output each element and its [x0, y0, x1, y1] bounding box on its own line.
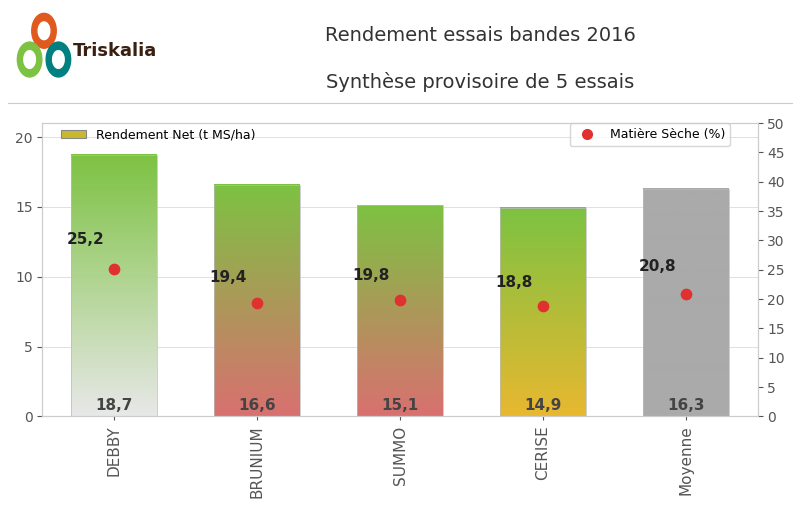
Text: Synthèse provisoire de 5 essais: Synthèse provisoire de 5 essais: [326, 72, 634, 92]
Text: 16,3: 16,3: [667, 398, 705, 413]
Point: [107, 264, 120, 272]
Text: 18,8: 18,8: [496, 275, 533, 290]
Bar: [71, 155, 157, 417]
Text: 19,4: 19,4: [210, 270, 247, 285]
Point: [537, 302, 550, 310]
Text: Rendement essais bandes 2016: Rendement essais bandes 2016: [325, 26, 635, 45]
Text: 20,8: 20,8: [638, 259, 676, 274]
Point: [680, 290, 693, 299]
Text: 15,1: 15,1: [382, 398, 418, 413]
Bar: [214, 185, 300, 417]
Text: 25,2: 25,2: [66, 231, 104, 247]
Text: 16,6: 16,6: [238, 398, 276, 413]
Text: 18,7: 18,7: [95, 398, 133, 413]
Bar: [500, 208, 586, 417]
Point: [394, 296, 406, 304]
Bar: [643, 189, 729, 417]
Point: [250, 299, 263, 307]
Text: 14,9: 14,9: [524, 398, 562, 413]
Legend: Matière Sèche (%): Matière Sèche (%): [570, 124, 730, 147]
Bar: [357, 206, 443, 417]
Text: 19,8: 19,8: [353, 268, 390, 283]
Text: Triskalia: Triskalia: [73, 42, 157, 61]
